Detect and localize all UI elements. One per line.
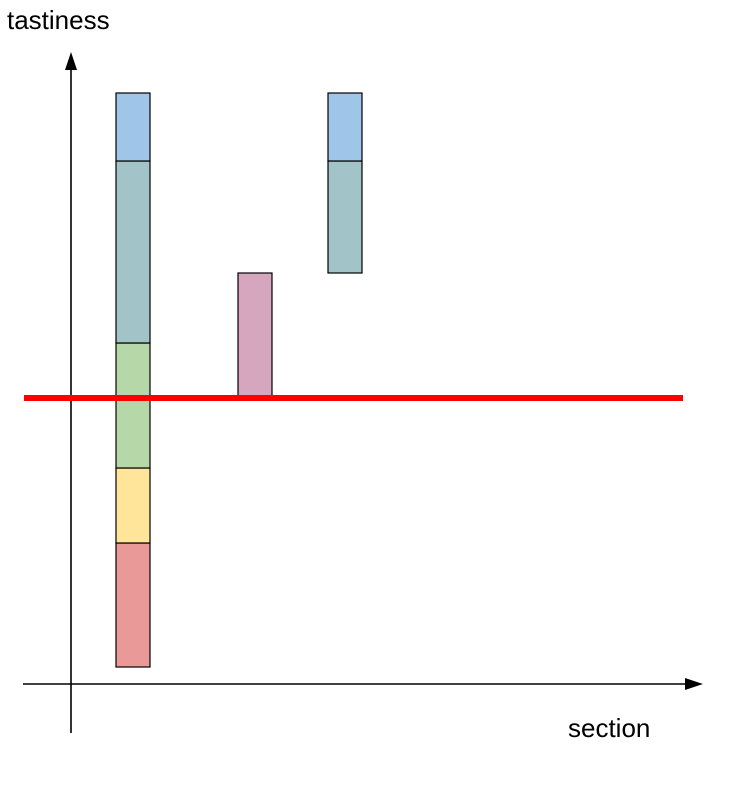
column-1-block-1 (115, 542, 151, 668)
column-1 (115, 92, 151, 668)
column-1-block-3 (115, 342, 151, 469)
y-axis-label: tastiness (7, 5, 110, 35)
column-3-block-2 (327, 92, 363, 162)
x-axis-arrowhead (685, 678, 703, 690)
y-axis-arrowhead (65, 52, 77, 70)
column-1-block-2 (115, 467, 151, 544)
column-3-block-1 (327, 160, 363, 274)
column-2 (237, 272, 273, 398)
column-1-block-5 (115, 92, 151, 162)
x-axis-label: section (568, 713, 650, 743)
column-1-block-4 (115, 160, 151, 344)
column-2-block-1 (237, 272, 273, 398)
column-3 (327, 92, 363, 274)
